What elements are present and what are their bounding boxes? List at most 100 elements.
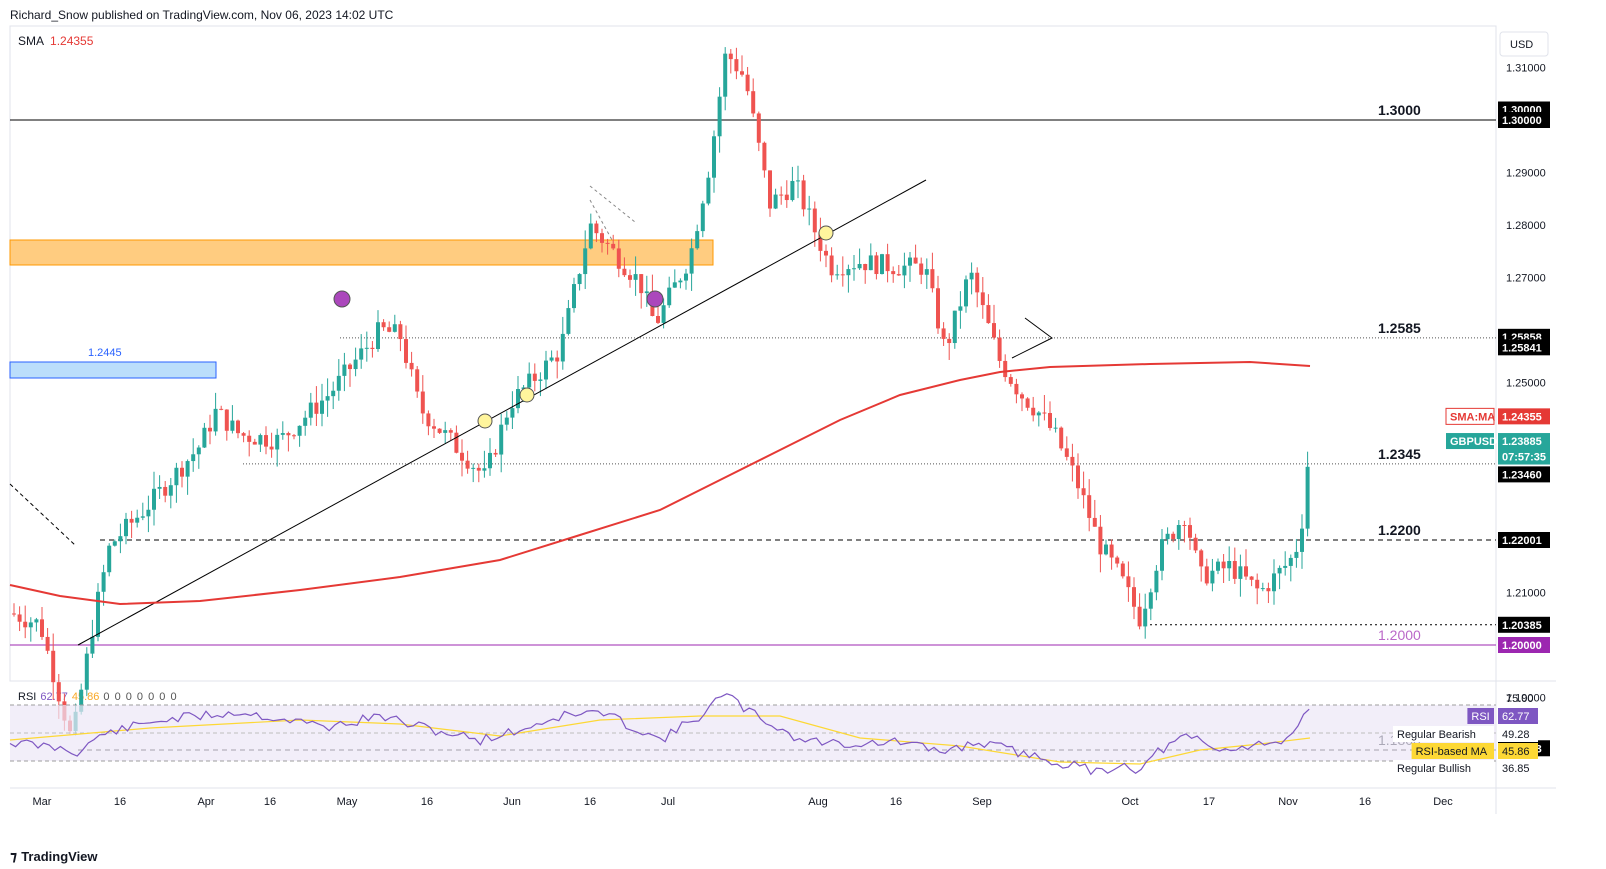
candle-body-88: [504, 417, 509, 425]
candle-body-25: [152, 488, 156, 510]
candle-body-48: [280, 433, 285, 435]
candle-body-17: [107, 545, 112, 573]
currency-box[interactable]: [1499, 31, 1549, 57]
candle-body-56: [325, 396, 330, 401]
candle-body-170: [964, 279, 968, 307]
tradingview-logo[interactable]: ⁊ TradingView: [10, 848, 98, 865]
candle-body-183: [1036, 412, 1041, 416]
candle-body-229: [1294, 551, 1299, 558]
candle-body-195: [1104, 544, 1108, 555]
time-tick-16: Dec: [1433, 796, 1453, 808]
candle-body-61: [353, 359, 358, 370]
candle-body-150: [852, 268, 856, 270]
candle-body-107: [611, 243, 616, 249]
level-label-4: 1.2000: [1378, 627, 1421, 643]
candle-body-72: [415, 369, 420, 392]
candle-body-54: [314, 402, 319, 414]
candle-body-224: [1266, 588, 1271, 592]
sma-legend-label: SMA: [18, 34, 45, 48]
candle-body-149: [846, 269, 851, 276]
candle-body-76: [437, 428, 442, 433]
candle-body-87: [499, 424, 504, 455]
candle-body-146: [829, 255, 834, 276]
price-tag-box-6: [1446, 433, 1494, 450]
candle-body-154: [874, 255, 879, 275]
candle-body-80: [460, 452, 464, 461]
candle-body-181: [1025, 398, 1030, 408]
candle-body-207: [1171, 533, 1176, 539]
time-tick-15: 16: [1359, 796, 1371, 808]
candle-body-141: [801, 180, 806, 210]
candle-body-106: [605, 242, 610, 244]
candle-body-79: [454, 432, 459, 453]
candle-body-133: [756, 113, 761, 143]
sma-legend-value: 1.24355: [50, 34, 94, 48]
candle-body-148: [840, 274, 845, 276]
candle-body-100: [572, 284, 576, 309]
candle-body-101: [577, 274, 582, 285]
candle-body-28: [168, 485, 173, 496]
candle-body-117: [667, 287, 672, 306]
candle-body-222: [1255, 579, 1260, 589]
candle-body-65: [376, 322, 380, 349]
publisher-header: Richard_Snow published on TradingView.co…: [10, 8, 394, 22]
demand-zone: [9, 361, 217, 379]
candle-body-115: [656, 315, 660, 323]
rsi-ma-legend-value: 45.86: [71, 691, 100, 703]
candle-body-33: [196, 447, 201, 455]
marker-yellow-1: [477, 413, 493, 429]
candle-body-83: [476, 467, 481, 471]
candle-body-68: [392, 324, 397, 332]
time-tick-7: 16: [584, 796, 596, 808]
candle-body-140: [796, 180, 800, 182]
candle-body-179: [1014, 383, 1019, 395]
price-axis-ticks: 1.31000 1.29000 1.28000 1.27000 1.25000 1.210…: [1506, 63, 1546, 705]
candle-body-64: [370, 347, 375, 349]
price-tag-6: GBPUSD: [1450, 436, 1497, 448]
candle-body-177: [1003, 360, 1008, 378]
rsi-value-0: 62.77: [1502, 711, 1530, 723]
candle-body-138: [784, 194, 789, 201]
candle-body-168: [952, 310, 957, 344]
sma-legend[interactable]: SMA 1.24355: [18, 34, 93, 48]
candle-body-211: [1193, 537, 1198, 551]
candles: [12, 47, 1310, 736]
rsi-ma-line: [9, 715, 1311, 765]
candle-body-172: [975, 272, 980, 293]
candle-body-86: [493, 452, 498, 455]
candle-body-44: [258, 435, 263, 445]
candle-body-136: [773, 194, 778, 209]
rsi-value-box-2: [1498, 743, 1538, 759]
price-tag-5: 1.24355: [1502, 411, 1542, 423]
level-label-1: 1.2585: [1378, 320, 1421, 336]
candle-body-55: [320, 400, 324, 414]
rsi-upper-label: 75.00: [1506, 693, 1534, 705]
candle-body-93: [532, 373, 537, 381]
candle-body-81: [465, 460, 470, 469]
candle-body-185: [1048, 413, 1052, 428]
candle-body-75: [432, 426, 436, 429]
candle-body-121: [689, 248, 694, 274]
candle-body-213: [1204, 566, 1209, 584]
candle-body-53: [308, 402, 313, 418]
rsi-legend[interactable]: RSI 62.77 45.86 0 0 0 0 0 0 0: [18, 691, 178, 703]
price-tag-box-1: [1498, 112, 1550, 128]
candle-body-94: [538, 379, 543, 381]
candle-body-139: [790, 180, 795, 201]
candle-body-20: [124, 518, 128, 537]
candle-body-78: [448, 430, 453, 433]
candle-body-132: [751, 91, 756, 114]
rsi-value-2: 45.86: [1502, 746, 1530, 758]
candle-body-191: [1081, 488, 1086, 496]
candle-body-41: [241, 433, 246, 436]
candle-body-13: [84, 653, 89, 690]
candle-body-143: [812, 208, 817, 233]
price-tag-box-3: [1498, 339, 1550, 356]
candle-body-225: [1272, 573, 1276, 592]
candle-body-215: [1216, 561, 1220, 571]
candle-body-113: [644, 291, 649, 294]
candle-body-151: [857, 263, 862, 269]
candle-body-34: [202, 427, 207, 448]
candle-body-128: [728, 53, 733, 60]
